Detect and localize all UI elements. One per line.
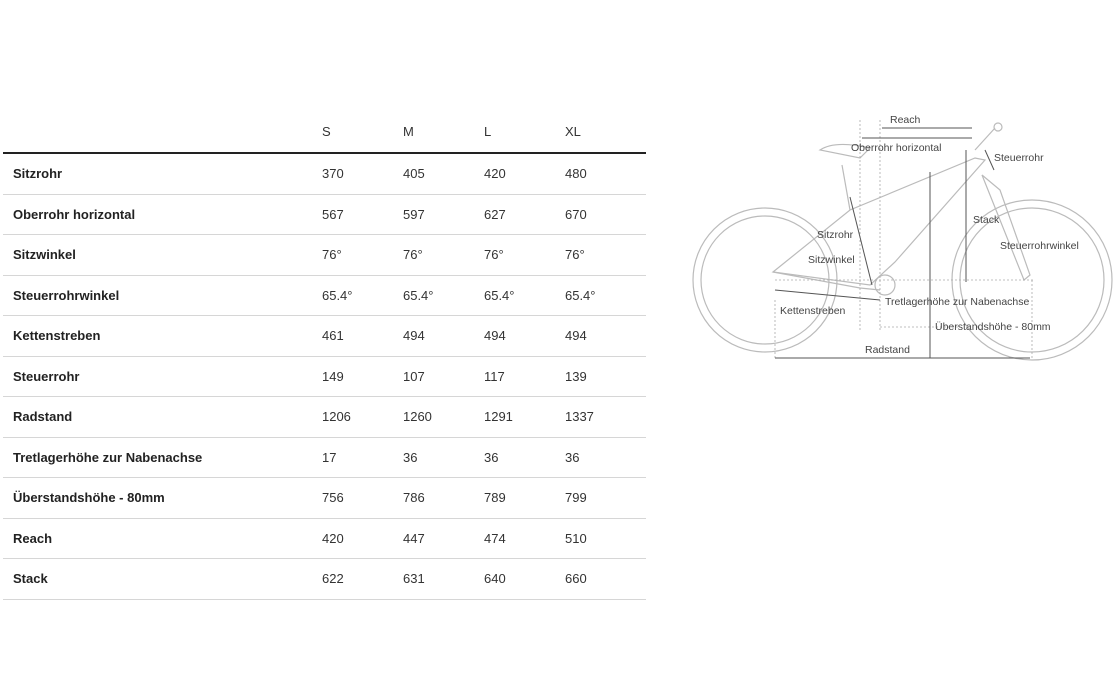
- table-row: Kettenstreben 461 494 494 494: [3, 315, 646, 357]
- cell-value: 36: [564, 437, 646, 478]
- label-seat-angle: Sitzwinkel: [808, 254, 855, 266]
- cell-value: 786: [402, 477, 484, 519]
- row-label: Reach: [3, 518, 322, 559]
- cell-value: 447: [402, 518, 484, 559]
- cell-value: 494: [483, 315, 565, 357]
- cell-value: 65.4°: [483, 275, 565, 316]
- cell-value: 1337: [564, 396, 646, 438]
- row-label: Steuerrohr: [3, 356, 322, 397]
- cell-value: 480: [564, 153, 646, 195]
- cell-value: 510: [564, 518, 646, 559]
- cell-value: 65.4°: [402, 275, 484, 316]
- size-l: L: [483, 110, 565, 154]
- header-blank: [3, 110, 322, 154]
- cell-value: 461: [321, 315, 403, 357]
- label-seat-tube: Sitzrohr: [817, 229, 854, 241]
- size-s: S: [321, 110, 403, 154]
- cell-value: 17: [321, 437, 403, 478]
- fork: [981, 174, 1031, 281]
- cell-value: 139: [564, 356, 646, 397]
- cell-value: 1291: [483, 396, 565, 438]
- cell-value: 65.4°: [564, 275, 646, 316]
- label-chainstay: Kettenstreben: [780, 305, 846, 317]
- cell-value: 494: [564, 315, 646, 357]
- table-row: Radstand 1206 1260 1291 1337: [3, 396, 646, 438]
- cell-value: 107: [402, 356, 484, 397]
- size-m: M: [402, 110, 484, 154]
- cell-value: 405: [402, 153, 484, 195]
- cell-value: 627: [483, 194, 565, 235]
- size-header-row: S M L XL: [3, 110, 646, 154]
- row-label: Oberrohr horizontal: [3, 194, 322, 235]
- table-row: Überstandshöhe - 80mm 756 786 789 799: [3, 477, 646, 519]
- row-label: Sitzrohr: [3, 153, 322, 195]
- row-label: Sitzwinkel: [3, 234, 322, 276]
- cell-value: 36: [483, 437, 565, 478]
- table-row: Steuerrohrwinkel 65.4° 65.4° 65.4° 65.4°: [3, 275, 646, 316]
- cell-value: 420: [483, 153, 565, 195]
- cell-value: 1206: [321, 396, 403, 438]
- cell-value: 1260: [402, 396, 484, 438]
- geometry-table: S M L XL Sitzrohr 370 405 420 480 Oberrohr ho…: [3, 110, 646, 600]
- cell-value: 420: [321, 518, 403, 559]
- label-bb-drop: Tretlagerhöhe zur Nabenachse: [885, 296, 1030, 308]
- label-stack: Stack: [973, 214, 1000, 226]
- cell-value: 117: [483, 356, 565, 397]
- table-row: Sitzrohr 370 405 420 480: [3, 153, 646, 195]
- cell-value: 622: [321, 558, 403, 600]
- cell-value: 789: [483, 477, 565, 519]
- row-label: Tretlagerhöhe zur Nabenachse: [3, 437, 322, 478]
- table-row: Oberrohr horizontal 567 597 627 670: [3, 194, 646, 235]
- cell-value: 494: [402, 315, 484, 357]
- size-xl: XL: [564, 110, 646, 154]
- row-label: Überstandshöhe - 80mm: [3, 477, 322, 519]
- cell-value: 36: [402, 437, 484, 478]
- cell-value: 76°: [402, 234, 484, 276]
- row-label: Stack: [3, 558, 322, 600]
- table-row: Stack 622 631 640 660: [3, 558, 646, 600]
- row-label: Steuerrohrwinkel: [3, 275, 322, 316]
- label-head-angle: Steuerrohrwinkel: [1000, 240, 1079, 252]
- cell-value: 799: [564, 477, 646, 519]
- cell-value: 670: [564, 194, 646, 235]
- cell-value: 474: [483, 518, 565, 559]
- cell-value: 370: [321, 153, 403, 195]
- cell-value: 149: [321, 356, 403, 397]
- cell-value: 76°: [564, 234, 646, 276]
- label-top-tube: Oberrohr horizontal: [851, 142, 941, 154]
- label-wheelbase: Radstand: [865, 344, 910, 356]
- row-label: Kettenstreben: [3, 315, 322, 357]
- label-head-tube: Steuerrohr: [994, 152, 1044, 164]
- cell-value: 597: [402, 194, 484, 235]
- table-row: Reach 420 447 474 510: [3, 518, 646, 559]
- table-row: Sitzwinkel 76° 76° 76° 76°: [3, 234, 646, 276]
- cell-value: 65.4°: [321, 275, 403, 316]
- cell-value: 756: [321, 477, 403, 519]
- table-row: Tretlagerhöhe zur Nabenachse 17 36 36 36: [3, 437, 646, 478]
- row-label: Radstand: [3, 396, 322, 438]
- cell-value: 567: [321, 194, 403, 235]
- cell-value: 76°: [321, 234, 403, 276]
- cell-value: 76°: [483, 234, 565, 276]
- label-standover: Überstandshöhe - 80mm: [935, 321, 1051, 333]
- label-reach: Reach: [890, 114, 921, 126]
- cell-value: 631: [402, 558, 484, 600]
- table-row: Steuerrohr 149 107 117 139: [3, 356, 646, 397]
- cell-value: 660: [564, 558, 646, 600]
- cell-value: 640: [483, 558, 565, 600]
